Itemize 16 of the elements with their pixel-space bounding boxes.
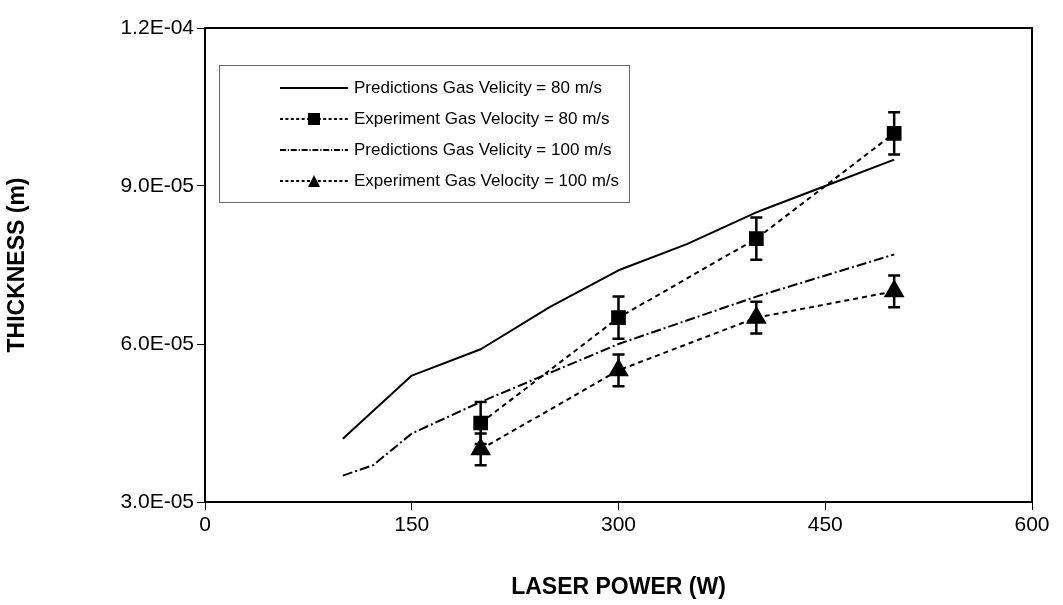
- legend-label: Predictions Gas Velicity = 80 m/s: [354, 77, 603, 99]
- x-tick-label: 450: [807, 512, 843, 536]
- legend-label: Experiment Gas Velocity = 80 m/s: [354, 108, 610, 130]
- x-tick-label: 0: [199, 512, 211, 536]
- y-tick-label: 1.2E-04: [120, 14, 195, 38]
- y-axis-title: THICKNESS (m): [3, 177, 30, 353]
- x-axis-title: LASER POWER (W): [511, 572, 726, 599]
- point: [886, 125, 902, 141]
- y-tick-label: 6.0E-05: [120, 330, 194, 354]
- legend-label: Predictions Gas Velicity = 100 m/s: [354, 139, 612, 161]
- x-tick-label: 600: [1014, 512, 1050, 536]
- y-tick-label: 3.0E-05: [120, 488, 194, 512]
- legend-label: Experiment Gas Velocity = 100 m/s: [354, 170, 620, 192]
- y-tick-label: 9.0E-05: [120, 172, 194, 196]
- x-tick-label: 300: [600, 512, 637, 536]
- x-tick-label: 150: [394, 512, 430, 536]
